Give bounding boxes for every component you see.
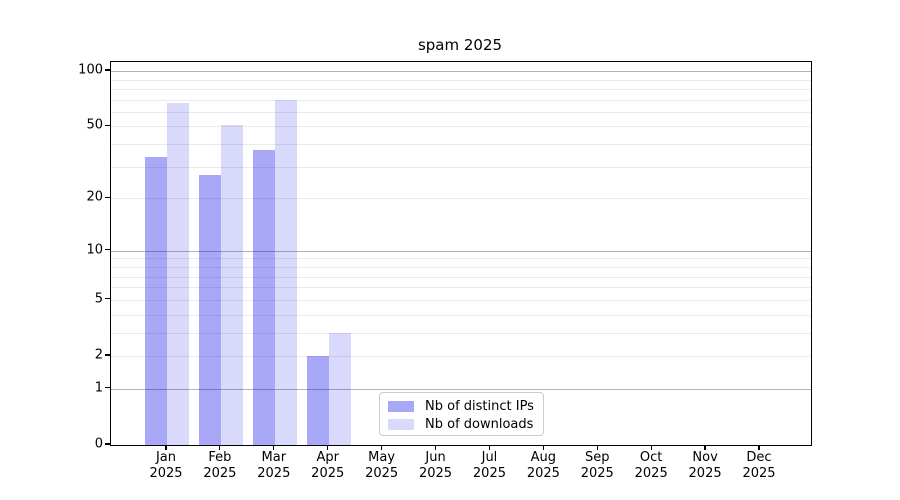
y-axis-tick xyxy=(105,298,110,300)
minor-gridline xyxy=(111,198,811,200)
x-axis-tick-label: May 2025 xyxy=(365,450,399,481)
minor-gridline xyxy=(111,88,811,90)
y-axis-tick-label: 20 xyxy=(86,189,103,205)
x-axis-tick xyxy=(704,445,706,450)
legend-label-distinct-ips: Nb of distinct IPs xyxy=(425,399,534,414)
y-axis-tick xyxy=(105,354,110,356)
y-axis-tick-label: 1 xyxy=(94,380,103,396)
minor-gridline xyxy=(111,276,811,278)
y-axis-tick xyxy=(105,387,110,389)
x-axis-tick xyxy=(381,445,383,450)
x-axis-tick-label: Nov 2025 xyxy=(688,450,722,481)
x-axis-tick xyxy=(650,445,652,450)
minor-gridline xyxy=(111,111,811,113)
y-axis-tick-label: 50 xyxy=(86,117,103,133)
x-axis-tick-label: Apr 2025 xyxy=(311,450,345,481)
major-gridline xyxy=(111,71,811,73)
x-axis-tick-label: Oct 2025 xyxy=(634,450,668,481)
major-gridline xyxy=(111,250,811,252)
x-axis-tick xyxy=(219,445,221,450)
minor-gridline xyxy=(111,126,811,128)
x-axis-tick-label: Sep 2025 xyxy=(580,450,614,481)
minor-gridline xyxy=(111,299,811,301)
x-axis-tick xyxy=(165,445,167,450)
distinct-ips-swatch-icon xyxy=(388,401,414,412)
y-axis-tick xyxy=(105,69,110,71)
bar-distinct-ips-jan xyxy=(145,156,167,445)
y-axis-tick-label: 5 xyxy=(94,291,103,307)
x-axis-tick-label: Dec 2025 xyxy=(742,450,776,481)
x-axis-tick xyxy=(758,445,760,450)
x-axis-tick-label: Jan 2025 xyxy=(149,450,183,481)
x-axis-tick xyxy=(327,445,329,450)
legend-entry-downloads: Nb of downloads xyxy=(388,417,535,432)
x-axis-tick-label: Aug 2025 xyxy=(526,450,560,481)
minor-gridline xyxy=(111,287,811,289)
x-axis-tick xyxy=(273,445,275,450)
y-axis-tick xyxy=(105,196,110,198)
bar-downloads-feb xyxy=(220,124,243,445)
bar-distinct-ips-apr xyxy=(306,355,329,445)
bar-distinct-ips-mar xyxy=(252,150,275,445)
x-axis-tick-label: Feb 2025 xyxy=(203,450,237,481)
legend-entry-distinct-ips: Nb of distinct IPs xyxy=(388,399,535,414)
x-axis-tick xyxy=(596,445,598,450)
minor-gridline xyxy=(111,314,811,316)
bar-downloads-apr xyxy=(328,332,351,445)
x-axis-tick-label: Mar 2025 xyxy=(257,450,291,481)
major-gridline xyxy=(111,388,811,390)
y-axis-tick-label: 100 xyxy=(78,62,103,78)
bar-downloads-mar xyxy=(274,99,297,445)
minor-gridline xyxy=(111,144,811,146)
minor-gridline xyxy=(111,99,811,101)
chart-title: spam 2025 xyxy=(417,36,503,54)
downloads-swatch-icon xyxy=(388,419,414,430)
minor-gridline xyxy=(111,332,811,334)
y-axis-tick-label: 10 xyxy=(86,242,103,258)
y-axis-tick xyxy=(105,124,110,127)
plot-area xyxy=(110,61,812,446)
x-axis-tick-label: Jul 2025 xyxy=(472,450,506,481)
minor-gridline xyxy=(111,79,811,81)
x-axis-tick xyxy=(542,445,544,450)
legend: Nb of distinct IPs Nb of downloads xyxy=(379,392,544,436)
minor-gridline xyxy=(111,258,811,260)
bar-downloads-jan xyxy=(167,103,189,445)
minor-gridline xyxy=(111,166,811,168)
x-axis-tick xyxy=(434,445,437,450)
x-axis-tick-label: Jun 2025 xyxy=(418,450,453,481)
y-axis-tick xyxy=(105,443,110,445)
minor-gridline xyxy=(111,355,811,357)
y-axis-tick xyxy=(105,249,110,251)
y-axis-tick-label: 0 xyxy=(94,436,103,452)
minor-gridline xyxy=(111,266,811,268)
legend-label-downloads: Nb of downloads xyxy=(425,417,534,432)
bar-distinct-ips-feb xyxy=(198,175,221,445)
y-axis-tick-label: 2 xyxy=(94,347,103,363)
x-axis-tick xyxy=(488,445,491,450)
